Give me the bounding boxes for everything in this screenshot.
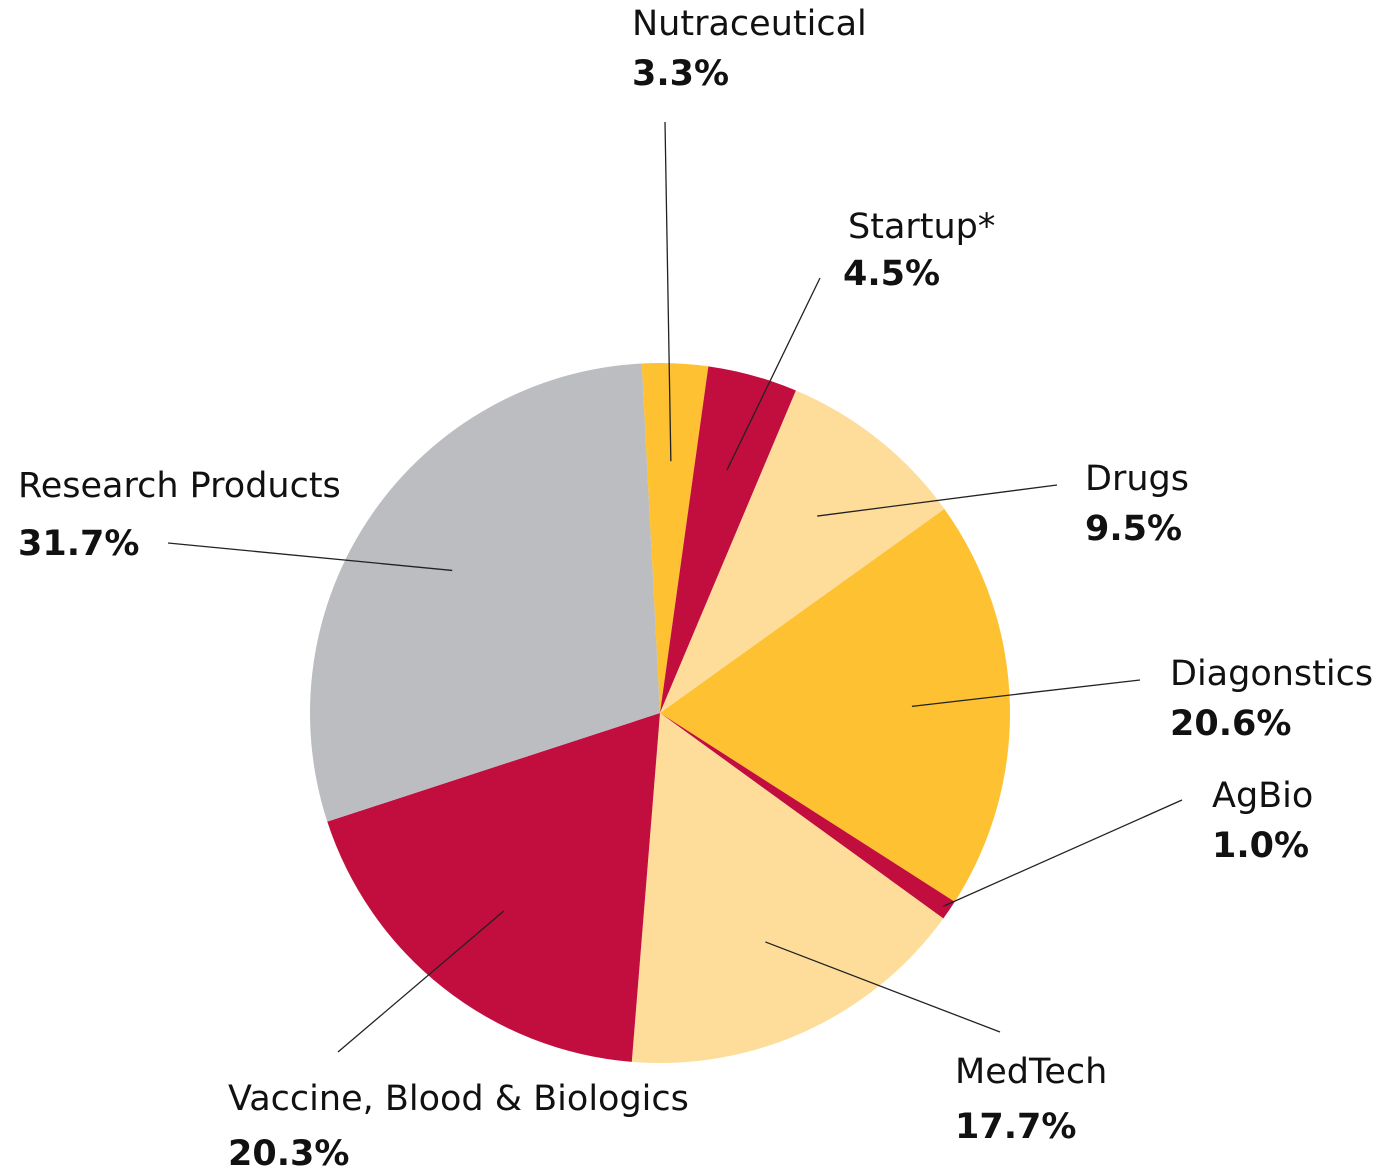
value-label: 20.6% <box>1170 704 1291 744</box>
pie-slice <box>660 508 1010 902</box>
leader-line <box>911 679 1141 708</box>
leader-line <box>943 799 1183 907</box>
slice-label: Nutraceutical <box>632 4 867 44</box>
leader-line <box>817 484 1058 517</box>
pie-slice <box>327 713 660 1062</box>
pie-slice <box>660 713 955 919</box>
value-label: 31.7% <box>18 524 139 564</box>
value-label: 1.0% <box>1212 826 1309 866</box>
slice-label: Startup* <box>848 207 995 247</box>
slice-label: Drugs <box>1085 459 1189 499</box>
pie-slice <box>631 713 944 1063</box>
slice-label: AgBio <box>1212 776 1313 816</box>
value-label: 4.5% <box>843 254 940 294</box>
leader-line <box>726 277 821 471</box>
value-label: 20.3% <box>228 1134 349 1170</box>
leader-line <box>167 542 453 572</box>
pie-slice <box>310 363 660 822</box>
leader-line <box>337 910 505 1053</box>
value-label: 17.7% <box>955 1107 1076 1147</box>
slice-label: MedTech <box>955 1052 1107 1092</box>
leader-line <box>664 121 672 462</box>
slice-label: Vaccine, Blood & Biologics <box>228 1079 689 1119</box>
slice-label: Diagonstics <box>1170 654 1373 694</box>
value-label: 3.3% <box>632 54 729 94</box>
pie-slice <box>660 390 945 713</box>
leader-line <box>765 941 1001 1033</box>
slice-label: Research Products <box>18 466 341 506</box>
value-label: 9.5% <box>1085 509 1182 549</box>
pie-slice <box>660 366 796 713</box>
pie-slice <box>641 363 709 713</box>
